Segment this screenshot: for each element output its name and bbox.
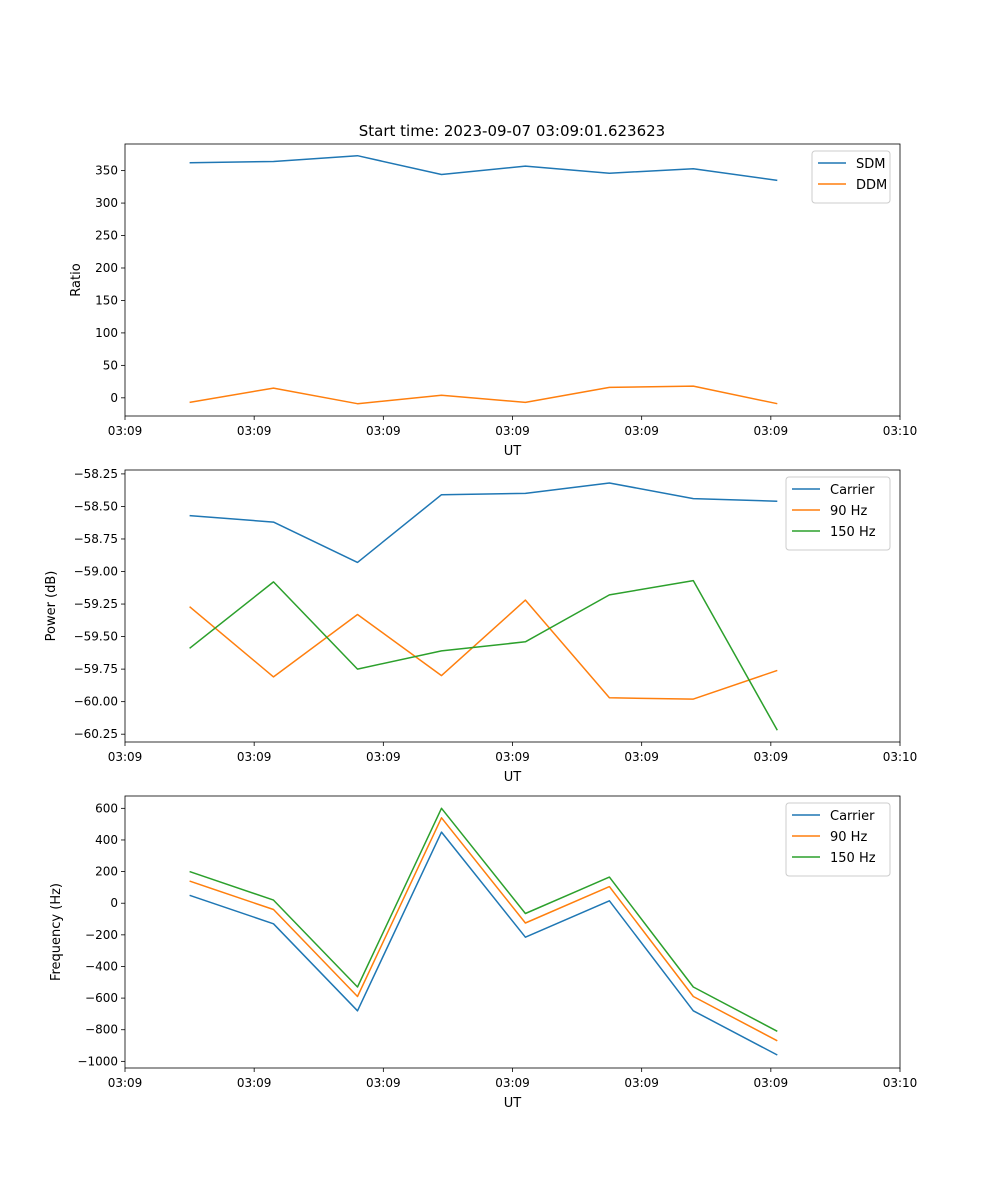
legend-label-150-hz: 150 Hz	[830, 851, 876, 866]
legend-label-carrier: Carrier	[830, 809, 875, 824]
x-tick-label: 03:09	[108, 424, 143, 438]
x-tick-label: 03:09	[624, 1076, 659, 1090]
series-line-carrier	[189, 831, 778, 1056]
x-axis-label: UT	[504, 770, 522, 785]
x-tick-label: 03:10	[883, 1076, 918, 1090]
series-line-sdm	[189, 154, 778, 182]
y-tick-label: 200	[95, 865, 118, 879]
y-tick-label: 200	[95, 261, 118, 275]
legend-label-ddm: DDM	[856, 178, 887, 193]
y-tick-label: −58.25	[74, 467, 118, 481]
y-tick-label: 100	[95, 326, 118, 340]
x-axis-label: UT	[504, 1096, 522, 1111]
plot-frame	[124, 469, 901, 743]
x-tick-label: 03:09	[754, 424, 789, 438]
x-tick-label: 03:09	[624, 424, 659, 438]
x-tick-label: 03:09	[366, 424, 401, 438]
x-tick-label: 03:10	[883, 424, 918, 438]
x-tick-label: 03:09	[754, 750, 789, 764]
x-tick-label: 03:09	[495, 424, 530, 438]
legend: SDM DDM	[811, 150, 891, 204]
y-tick-label: −58.50	[74, 499, 118, 513]
figure-title: Start time: 2023-09-07 03:09:01.623623	[359, 122, 665, 140]
series-line-90-hz	[189, 817, 778, 1042]
y-tick-label: −60.25	[74, 727, 118, 741]
y-tick-label: −1000	[77, 1054, 118, 1068]
x-axis-label: UT	[504, 444, 522, 459]
legend-label-carrier: Carrier	[830, 483, 875, 498]
y-tick-label: −600	[85, 991, 118, 1005]
y-axis-label: Frequency (Hz)	[49, 883, 64, 981]
x-tick-label: 03:10	[883, 750, 918, 764]
y-tick-label: −200	[85, 928, 118, 942]
plot-frame	[124, 143, 901, 417]
y-tick-label: −59.50	[74, 630, 118, 644]
series-line-ddm	[189, 385, 778, 405]
y-axis-label: Power (dB)	[44, 571, 59, 642]
x-tick-label: 03:09	[366, 1076, 401, 1090]
x-tick-label: 03:09	[237, 424, 272, 438]
legend-box	[811, 150, 891, 204]
y-tick-label: 350	[95, 164, 118, 178]
y-tick-label: 600	[95, 801, 118, 815]
x-tick-label: 03:09	[495, 1076, 530, 1090]
series-line-150-hz	[189, 579, 778, 731]
x-tick-label: 03:09	[495, 750, 530, 764]
legend: Carrier 90 Hz 150 Hz	[785, 476, 891, 551]
series-line-90-hz	[189, 599, 778, 700]
power-chart: 03:09 03:09 03:09 03:09 03:09 03:09 03:10 −58.2…	[44, 467, 917, 785]
x-tick-label: 03:09	[108, 1076, 143, 1090]
y-tick-label: −59.00	[74, 565, 118, 579]
y-tick-label: −800	[85, 1023, 118, 1037]
series-line-carrier	[189, 482, 778, 564]
y-tick-label: 400	[95, 833, 118, 847]
legend-label-90-hz: 90 Hz	[830, 830, 867, 845]
y-tick-label: 0	[110, 896, 118, 910]
legend-label-90-hz: 90 Hz	[830, 504, 867, 519]
y-tick-label: 150	[95, 293, 118, 307]
y-tick-label: 0	[110, 391, 118, 405]
y-tick-label: 250	[95, 229, 118, 243]
legend-label-150-hz: 150 Hz	[830, 525, 876, 540]
legend: Carrier 90 Hz 150 Hz	[785, 802, 891, 877]
x-tick-label: 03:09	[754, 1076, 789, 1090]
series-line-150-hz	[189, 807, 778, 1032]
y-tick-label: −58.75	[74, 532, 118, 546]
x-tick-label: 03:09	[624, 750, 659, 764]
y-tick-label: −60.00	[74, 695, 118, 709]
x-tick-label: 03:09	[108, 750, 143, 764]
y-tick-label: 50	[103, 358, 118, 372]
ratio-chart: 03:09 03:09 03:09 03:09 03:09 03:09 03:10 0 50 10…	[69, 143, 918, 459]
x-tick-label: 03:09	[366, 750, 401, 764]
frequency-chart: 03:09 03:09 03:09 03:09 03:09 03:09 03:10 600 40…	[49, 795, 918, 1111]
y-tick-label: −59.75	[74, 662, 118, 676]
x-tick-label: 03:09	[237, 750, 272, 764]
legend-label-sdm: SDM	[856, 157, 885, 172]
y-axis-label: Ratio	[69, 263, 84, 296]
y-tick-label: 300	[95, 196, 118, 210]
y-tick-label: −400	[85, 959, 118, 973]
y-tick-label: −59.25	[74, 597, 118, 611]
plot-frame	[124, 795, 901, 1069]
x-tick-label: 03:09	[237, 1076, 272, 1090]
